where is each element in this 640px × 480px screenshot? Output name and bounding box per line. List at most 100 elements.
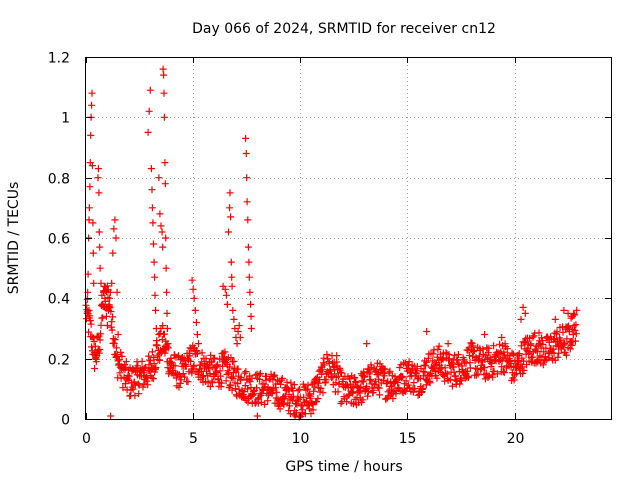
- y-tick-label: 0.8: [48, 172, 70, 188]
- data-point: [228, 273, 236, 281]
- data-point: [159, 65, 167, 73]
- data-point: [247, 300, 255, 308]
- data-point: [152, 306, 160, 314]
- data-point: [519, 303, 527, 311]
- chart-title: Day 066 of 2024, SRMTID for receiver cn1…: [192, 21, 496, 37]
- data-point: [222, 377, 230, 385]
- data-point: [242, 368, 250, 375]
- data-point: [472, 364, 480, 372]
- data-point: [431, 359, 439, 367]
- data-point: [214, 361, 222, 369]
- data-point: [253, 412, 261, 420]
- data-point: [448, 382, 456, 390]
- data-point: [228, 386, 236, 394]
- data-point: [100, 282, 108, 290]
- data-point: [405, 364, 413, 372]
- data-point: [97, 279, 105, 287]
- data-point: [276, 405, 284, 413]
- data-point: [560, 306, 568, 314]
- data-point: [553, 328, 561, 336]
- data-point: [86, 317, 94, 325]
- y-tick-label: 0.4: [48, 292, 70, 308]
- data-point: [139, 368, 147, 376]
- data-point: [256, 375, 264, 383]
- data-point: [161, 349, 169, 357]
- data-point: [493, 370, 501, 378]
- data-points-layer: [82, 65, 581, 421]
- data-point: [244, 385, 252, 393]
- data-point: [549, 345, 557, 353]
- data-point: [307, 410, 315, 418]
- data-point: [243, 198, 251, 206]
- data-point: [402, 377, 410, 385]
- data-point: [129, 385, 137, 393]
- data-point: [381, 365, 389, 373]
- data-point: [436, 350, 444, 358]
- data-point: [150, 360, 158, 367]
- data-point: [319, 366, 327, 374]
- data-point: [357, 383, 365, 391]
- data-point: [229, 306, 237, 314]
- data-point: [182, 362, 190, 370]
- data-point: [188, 276, 196, 284]
- data-point: [117, 374, 125, 382]
- data-point: [316, 388, 324, 396]
- data-point: [105, 306, 112, 314]
- data-point: [423, 358, 431, 366]
- data-point: [305, 405, 313, 413]
- data-point: [520, 366, 528, 374]
- data-point: [535, 329, 543, 337]
- data-point: [375, 375, 383, 383]
- data-point: [247, 312, 255, 320]
- data-point: [110, 339, 118, 347]
- data-point: [145, 352, 153, 360]
- data-point: [455, 361, 463, 369]
- data-point: [243, 174, 251, 182]
- data-point: [523, 361, 531, 369]
- data-point: [290, 381, 298, 389]
- data-point: [568, 312, 576, 320]
- data-point: [539, 340, 547, 348]
- data-point: [211, 354, 219, 362]
- data-point: [160, 330, 168, 338]
- data-point: [244, 243, 252, 251]
- data-point: [217, 372, 225, 380]
- data-point: [113, 288, 121, 296]
- data-point: [195, 340, 202, 348]
- data-point: [247, 325, 255, 332]
- data-point: [176, 379, 184, 387]
- data-point: [287, 379, 295, 387]
- data-point: [489, 373, 497, 381]
- data-point: [284, 385, 292, 393]
- data-point: [228, 373, 236, 381]
- data-point: [181, 373, 189, 381]
- data-point: [349, 400, 357, 408]
- data-point: [99, 314, 107, 322]
- data-point: [112, 234, 120, 242]
- data-point: [564, 309, 572, 317]
- data-point: [227, 354, 235, 362]
- data-point: [511, 371, 519, 379]
- data-point: [517, 342, 525, 350]
- data-point: [567, 314, 575, 322]
- data-point: [164, 340, 172, 348]
- data-point: [451, 351, 459, 359]
- data-point: [83, 309, 91, 317]
- data-point: [154, 356, 162, 364]
- data-point: [122, 358, 130, 365]
- data-point: [333, 352, 341, 360]
- data-point: [317, 384, 325, 392]
- data-point: [189, 285, 197, 293]
- data-point: [481, 364, 489, 372]
- data-point: [409, 388, 417, 396]
- data-point: [551, 315, 559, 323]
- data-point: [228, 282, 236, 290]
- data-point: [517, 315, 525, 323]
- data-point: [500, 369, 508, 377]
- data-point: [541, 353, 549, 361]
- data-point: [160, 89, 168, 97]
- data-point: [271, 371, 279, 379]
- data-point: [87, 131, 95, 139]
- data-point: [223, 370, 231, 378]
